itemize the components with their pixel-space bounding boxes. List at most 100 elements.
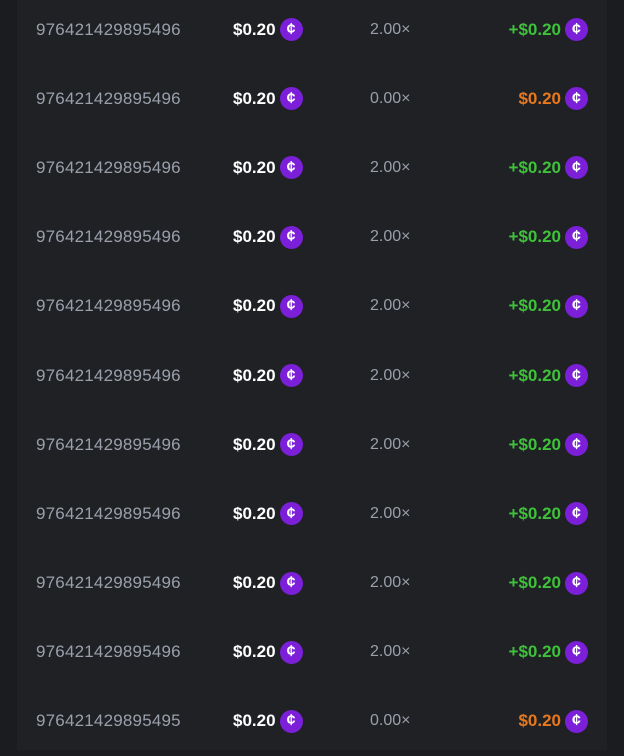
payout: +$0.20 ¢ [509, 0, 588, 64]
payout: +$0.20 ¢ [509, 341, 588, 410]
bet-id[interactable]: 976421429895495 [36, 711, 181, 731]
multiplier: 2.00× [370, 297, 411, 315]
cent-coin-icon: ¢ [279, 364, 303, 388]
cent-coin-icon: ¢ [565, 87, 588, 111]
multiplier: 2.00× [370, 366, 411, 384]
multiplier: 2.00× [370, 158, 411, 176]
bet-id[interactable]: 976421429895496 [36, 503, 181, 523]
payout: +$0.20 ¢ [509, 479, 588, 548]
cent-coin-icon: ¢ [279, 502, 303, 526]
bet-amount: $0.20 ¢ [233, 479, 303, 548]
multiplier: 2.00× [370, 574, 411, 592]
bet-amount: $0.20 ¢ [233, 549, 303, 618]
cent-coin-icon: ¢ [279, 709, 303, 733]
cent-coin-icon: ¢ [279, 156, 303, 180]
table-row[interactable]: 976421429895496 $0.20 ¢ 2.00× +$0.20 ¢ [0, 133, 624, 202]
bet-amount: $0.20 ¢ [233, 687, 303, 756]
table-row[interactable]: 976421429895496 $0.20 ¢ 2.00× +$0.20 ¢ [0, 479, 624, 548]
cent-coin-icon: ¢ [279, 294, 303, 318]
payout: +$0.20 ¢ [509, 133, 588, 202]
payout-value: $0.20 [518, 711, 561, 731]
bet-id[interactable]: 976421429895496 [36, 88, 181, 108]
bet-amount-value: $0.20 [233, 296, 276, 316]
payout: +$0.20 ¢ [509, 549, 588, 618]
cent-coin-icon: ¢ [565, 294, 588, 318]
bet-amount: $0.20 ¢ [233, 410, 303, 479]
cent-coin-icon: ¢ [565, 156, 588, 180]
cent-coin-icon: ¢ [279, 571, 303, 595]
cent-coin-icon: ¢ [565, 640, 588, 664]
multiplier: 2.00× [370, 504, 411, 522]
multiplier: 0.00× [370, 712, 411, 730]
bet-amount: $0.20 ¢ [233, 272, 303, 341]
payout-value: +$0.20 [508, 296, 561, 316]
payout-value: +$0.20 [508, 157, 561, 177]
bets-table [17, 0, 607, 750]
cent-coin-icon: ¢ [565, 502, 588, 526]
bet-amount: $0.20 ¢ [233, 203, 303, 272]
multiplier: 2.00× [370, 20, 411, 38]
payout: +$0.20 ¢ [509, 410, 588, 479]
bet-id[interactable]: 976421429895496 [36, 434, 181, 454]
table-row[interactable]: 976421429895496 $0.20 ¢ 2.00× +$0.20 ¢ [0, 0, 624, 64]
bet-amount: $0.20 ¢ [233, 341, 303, 410]
payout-value: +$0.20 [508, 434, 561, 454]
cent-coin-icon: ¢ [565, 225, 588, 249]
bet-amount-value: $0.20 [233, 88, 276, 108]
cent-coin-icon: ¢ [565, 709, 588, 733]
cent-coin-icon: ¢ [565, 571, 588, 595]
bet-amount: $0.20 ¢ [233, 133, 303, 202]
bet-amount: $0.20 ¢ [233, 618, 303, 687]
payout-value: +$0.20 [508, 573, 561, 593]
table-row[interactable]: 976421429895495 $0.20 ¢ 0.00× $0.20 ¢ [0, 687, 624, 756]
table-row[interactable]: 976421429895496 $0.20 ¢ 2.00× +$0.20 ¢ [0, 203, 624, 272]
payout: +$0.20 ¢ [509, 203, 588, 272]
bet-id[interactable]: 976421429895496 [36, 642, 181, 662]
multiplier: 2.00× [370, 643, 411, 661]
bet-amount: $0.20 ¢ [233, 64, 303, 133]
bet-id[interactable]: 976421429895496 [36, 573, 181, 593]
bet-id[interactable]: 976421429895496 [36, 19, 181, 39]
payout: +$0.20 ¢ [509, 272, 588, 341]
cent-coin-icon: ¢ [565, 433, 588, 457]
payout: $0.20 ¢ [518, 64, 588, 133]
multiplier: 2.00× [370, 435, 411, 453]
table-row[interactable]: 976421429895496 $0.20 ¢ 2.00× +$0.20 ¢ [0, 272, 624, 341]
bet-amount-value: $0.20 [233, 503, 276, 523]
cent-coin-icon: ¢ [565, 18, 588, 42]
bet-amount: $0.20 ¢ [233, 0, 303, 64]
payout: $0.20 ¢ [518, 687, 588, 756]
bet-id[interactable]: 976421429895496 [36, 227, 181, 247]
bet-amount-value: $0.20 [233, 434, 276, 454]
bet-amount-value: $0.20 [233, 227, 276, 247]
bet-amount-value: $0.20 [233, 642, 276, 662]
cent-coin-icon: ¢ [279, 225, 303, 249]
bet-id[interactable]: 976421429895496 [36, 296, 181, 316]
cent-coin-icon: ¢ [279, 87, 303, 111]
bet-amount-value: $0.20 [233, 711, 276, 731]
payout-value: +$0.20 [508, 642, 561, 662]
cent-coin-icon: ¢ [279, 640, 303, 664]
cent-coin-icon: ¢ [565, 364, 588, 388]
cent-coin-icon: ¢ [279, 18, 303, 42]
multiplier: 2.00× [370, 228, 411, 246]
bet-amount-value: $0.20 [233, 365, 276, 385]
bet-id[interactable]: 976421429895496 [36, 365, 181, 385]
payout-value: +$0.20 [508, 503, 561, 523]
table-row[interactable]: 976421429895496 $0.20 ¢ 2.00× +$0.20 ¢ [0, 618, 624, 687]
table-row[interactable]: 976421429895496 $0.20 ¢ 0.00× $0.20 ¢ [0, 64, 624, 133]
payout-value: $0.20 [518, 88, 561, 108]
payout-value: +$0.20 [508, 19, 561, 39]
cent-coin-icon: ¢ [279, 433, 303, 457]
multiplier: 0.00× [370, 89, 411, 107]
table-row[interactable]: 976421429895496 $0.20 ¢ 2.00× +$0.20 ¢ [0, 410, 624, 479]
bet-amount-value: $0.20 [233, 573, 276, 593]
payout-value: +$0.20 [508, 365, 561, 385]
bet-id[interactable]: 976421429895496 [36, 157, 181, 177]
payout: +$0.20 ¢ [509, 618, 588, 687]
payout-value: +$0.20 [508, 227, 561, 247]
table-row[interactable]: 976421429895496 $0.20 ¢ 2.00× +$0.20 ¢ [0, 549, 624, 618]
table-row[interactable]: 976421429895496 $0.20 ¢ 2.00× +$0.20 ¢ [0, 341, 624, 410]
bet-amount-value: $0.20 [233, 157, 276, 177]
